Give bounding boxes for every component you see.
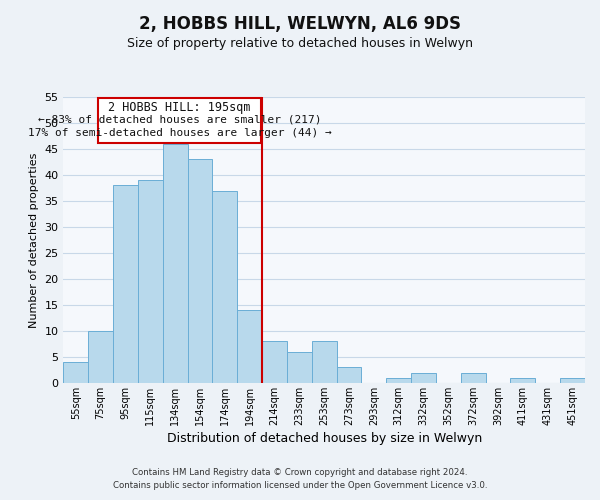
Bar — [64, 362, 88, 383]
Bar — [511, 378, 535, 383]
Text: ← 83% of detached houses are smaller (217): ← 83% of detached houses are smaller (21… — [38, 114, 321, 124]
Bar — [88, 331, 113, 383]
Bar — [237, 310, 262, 383]
Bar — [312, 342, 337, 383]
FancyBboxPatch shape — [98, 98, 261, 142]
Bar — [212, 190, 237, 383]
Bar — [262, 342, 287, 383]
Text: Size of property relative to detached houses in Welwyn: Size of property relative to detached ho… — [127, 38, 473, 51]
X-axis label: Distribution of detached houses by size in Welwyn: Distribution of detached houses by size … — [167, 432, 482, 445]
Text: 17% of semi-detached houses are larger (44) →: 17% of semi-detached houses are larger (… — [28, 128, 331, 138]
Bar — [113, 186, 138, 383]
Bar — [560, 378, 585, 383]
Bar — [411, 372, 436, 383]
Text: Contains HM Land Registry data © Crown copyright and database right 2024.
Contai: Contains HM Land Registry data © Crown c… — [113, 468, 487, 490]
Text: 2, HOBBS HILL, WELWYN, AL6 9DS: 2, HOBBS HILL, WELWYN, AL6 9DS — [139, 15, 461, 33]
Bar — [287, 352, 312, 383]
Bar — [461, 372, 485, 383]
Bar — [138, 180, 163, 383]
Bar — [386, 378, 411, 383]
Text: 2 HOBBS HILL: 195sqm: 2 HOBBS HILL: 195sqm — [108, 101, 251, 114]
Bar — [337, 368, 361, 383]
Bar — [163, 144, 188, 383]
Bar — [188, 160, 212, 383]
Y-axis label: Number of detached properties: Number of detached properties — [29, 152, 39, 328]
